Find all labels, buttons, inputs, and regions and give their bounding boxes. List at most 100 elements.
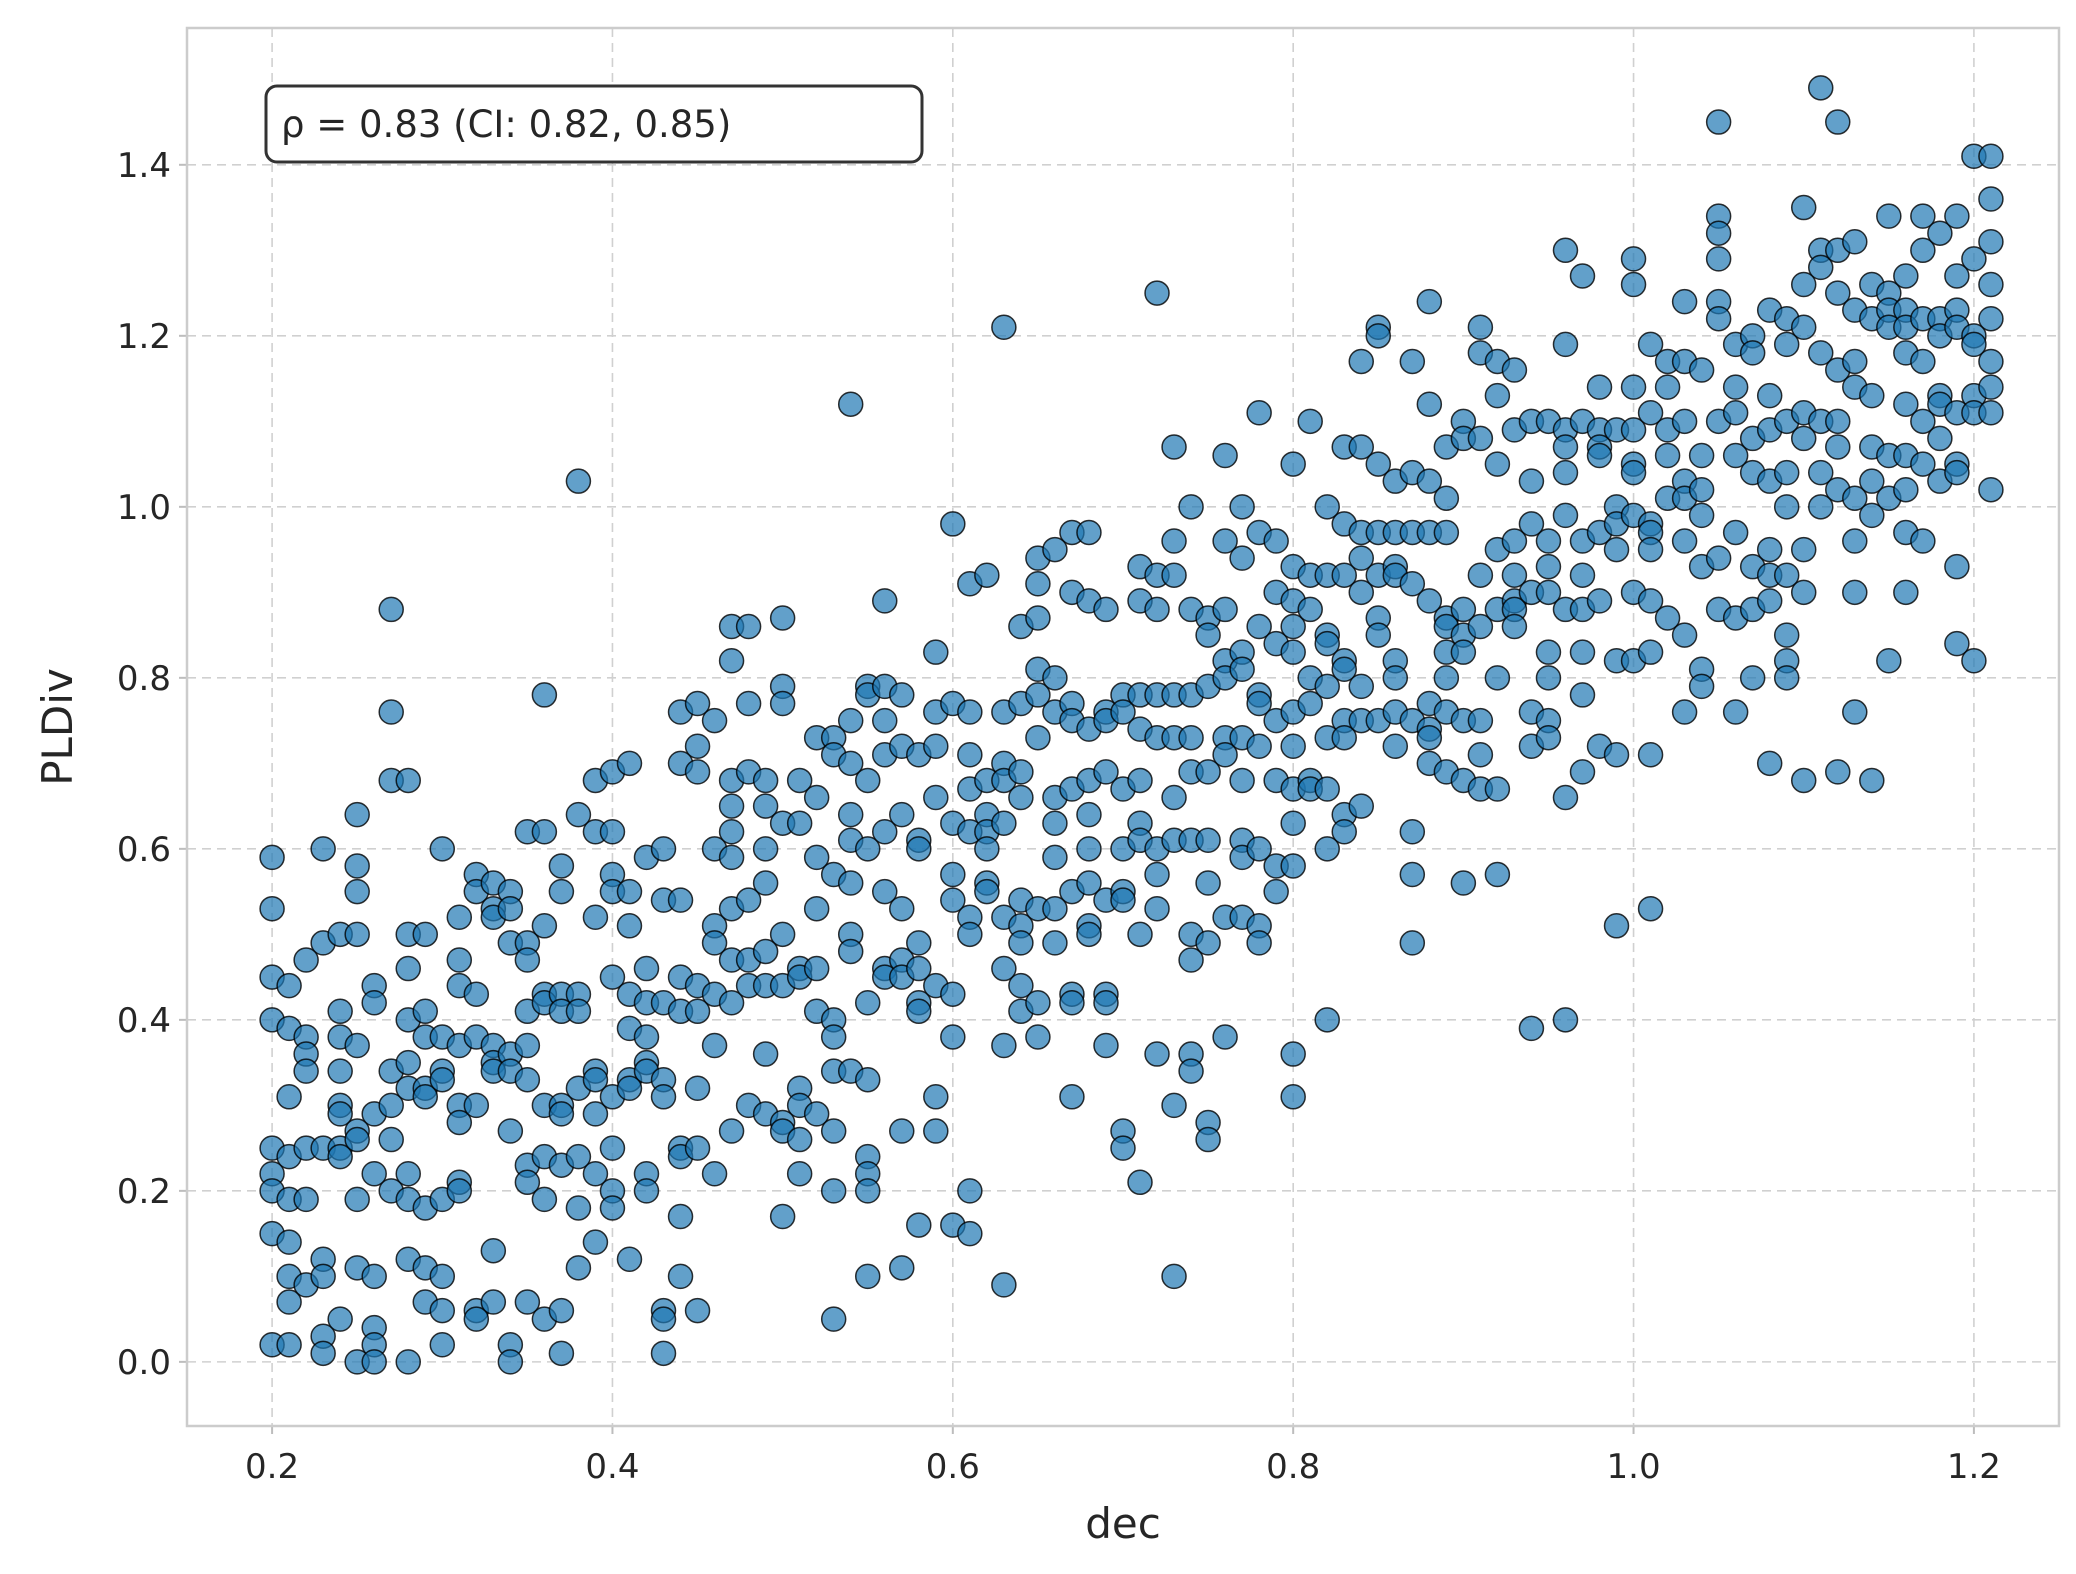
scatter-point <box>1484 451 1511 477</box>
scatter-point <box>1518 511 1545 537</box>
scatter-point <box>1093 596 1119 623</box>
scatter-point <box>871 818 898 845</box>
scatter-point <box>906 930 932 956</box>
scatter-point <box>1535 665 1562 691</box>
scatter-point <box>1807 340 1834 366</box>
scatter-point <box>1688 442 1715 469</box>
scatter-point <box>1688 357 1715 383</box>
scatter-point <box>582 1066 609 1093</box>
scatter-point <box>1161 1092 1187 1119</box>
scatter-point <box>412 998 439 1025</box>
scatter-point <box>565 998 592 1025</box>
scatter-point <box>1978 271 2004 298</box>
scatter-point <box>1195 930 1221 956</box>
scatter-point <box>344 853 370 879</box>
scatter-point <box>1212 742 1238 768</box>
scatter-point <box>1025 571 1051 597</box>
scatter-point <box>837 750 864 777</box>
scatter-point <box>1501 528 1528 554</box>
scatter-point <box>1433 519 1460 546</box>
scatter-point <box>1450 639 1477 665</box>
scatter-point <box>1756 382 1783 409</box>
scatter-point <box>548 1297 575 1324</box>
scatter-point <box>276 1332 302 1358</box>
y-axis-label: PLDiv <box>33 668 82 786</box>
scatter-point <box>1620 271 1647 298</box>
plot-area <box>187 28 2059 1426</box>
scatter-point <box>769 921 796 948</box>
scatter-point <box>1552 502 1579 529</box>
scatter-point <box>1025 1024 1051 1050</box>
scatter-point <box>906 1212 932 1238</box>
scatter-point <box>1025 990 1051 1016</box>
scatter-point <box>1790 271 1817 298</box>
scatter-point <box>957 1178 983 1204</box>
scatter-point <box>1178 724 1204 751</box>
scatter-point <box>1944 553 1970 580</box>
scatter-point <box>395 1161 421 1187</box>
scatter-point <box>429 1066 456 1093</box>
scatter-point <box>1365 451 1392 477</box>
scatter-point <box>991 1032 1017 1059</box>
scatter-point <box>1773 562 1800 588</box>
scatter-point <box>1416 588 1443 614</box>
scatter-point <box>1008 759 1034 785</box>
scatter-point <box>1978 305 2004 332</box>
scatter-point <box>1552 784 1579 811</box>
scatter-point <box>650 1084 677 1110</box>
scatter-point <box>1212 528 1238 554</box>
scatter-point <box>1620 417 1647 443</box>
scatter-point <box>514 1169 541 1196</box>
scatter-point <box>923 784 949 811</box>
scatter-point <box>344 1032 370 1059</box>
scatter-point <box>1586 442 1613 469</box>
scatter-point <box>854 990 881 1016</box>
scatter-point <box>548 878 575 905</box>
scatter-point <box>1910 451 1936 477</box>
scatter-point <box>650 1306 677 1332</box>
scatter-point <box>1807 494 1834 520</box>
y-tick-label: 0.8 <box>117 659 171 699</box>
scatter-point <box>1178 947 1204 973</box>
scatter-point <box>378 1126 404 1153</box>
scatter-point <box>1893 263 1919 289</box>
scatter-point <box>1280 1041 1306 1067</box>
scatter-point <box>463 981 490 1007</box>
scatter-point <box>854 1066 881 1093</box>
scatter-point <box>1178 1058 1204 1084</box>
scatter-point <box>718 1118 745 1144</box>
scatter-point <box>344 921 370 948</box>
scatter-point <box>1671 288 1698 315</box>
scatter-point <box>820 1024 847 1050</box>
scatter-point <box>752 1041 779 1067</box>
scatter-point <box>923 639 949 665</box>
scatter-point <box>582 1161 609 1187</box>
scatter-point <box>361 1263 387 1290</box>
scatter-point <box>1212 442 1238 469</box>
scatter-point <box>803 784 830 811</box>
scatter-point <box>752 767 779 794</box>
scatter-point <box>1722 374 1749 400</box>
scatter-point <box>991 314 1017 341</box>
scatter-point <box>327 1101 353 1127</box>
scatter-point <box>1518 468 1545 494</box>
annotation-text: ρ = 0.83 (CI: 0.82, 0.85) <box>281 103 731 146</box>
scatter-point <box>1246 690 1272 717</box>
scatter-point <box>940 861 966 888</box>
scatter-point <box>889 895 915 922</box>
scatter-point <box>940 1024 966 1050</box>
scatter-point <box>327 1143 353 1170</box>
scatter-point <box>1331 724 1357 751</box>
scatter-point <box>752 938 779 965</box>
scatter-point <box>752 870 779 896</box>
scatter-point <box>1825 434 1851 460</box>
scatter-point <box>1161 1263 1187 1290</box>
scatter-point <box>1501 613 1528 640</box>
scatter-point <box>548 1340 575 1367</box>
scatter-point <box>1501 562 1528 588</box>
scatter-point <box>1620 459 1647 486</box>
scatter-point <box>667 1263 694 1290</box>
scatter-point <box>1705 246 1732 272</box>
scatter-point <box>1654 442 1681 469</box>
scatter-point <box>820 1118 847 1144</box>
